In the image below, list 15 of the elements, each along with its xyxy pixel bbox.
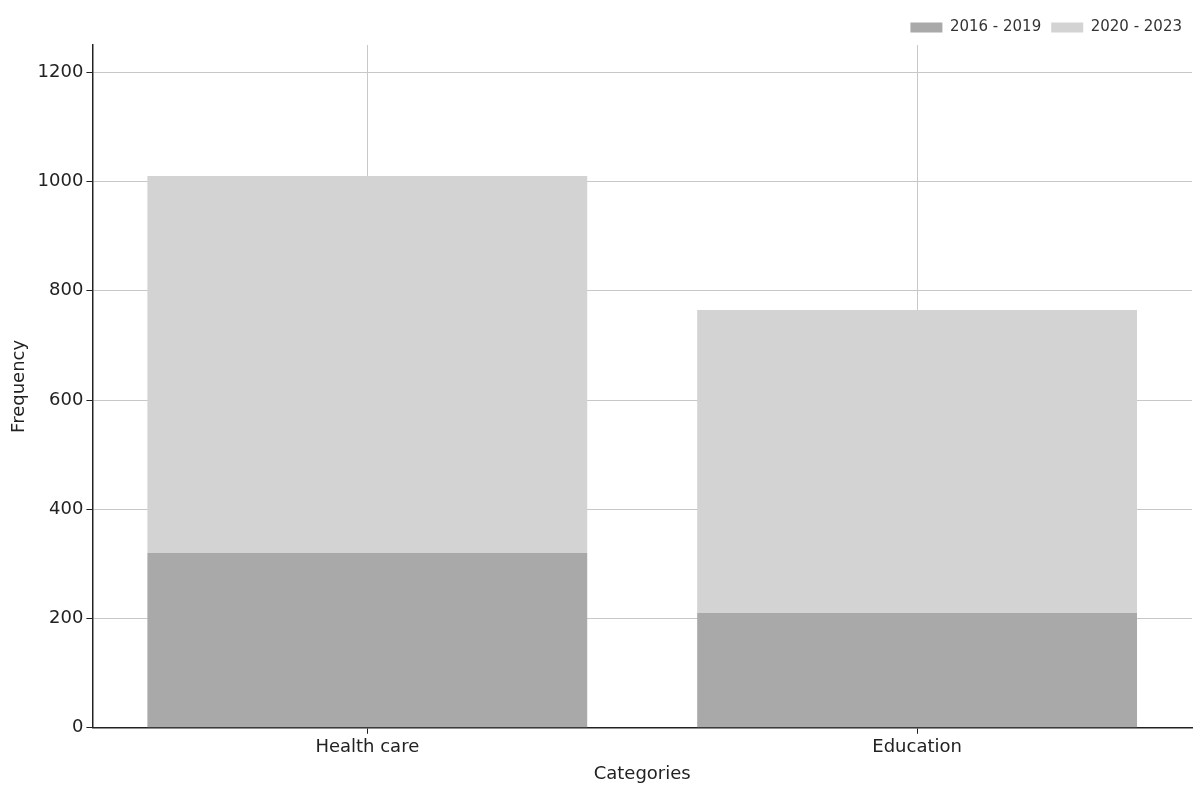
- y-tick-label: 1000: [37, 169, 84, 191]
- legend-label: 2020 - 2023: [1090, 17, 1182, 36]
- x-axis-title: Categories: [593, 761, 691, 783]
- y-tick-label: 1200: [37, 59, 84, 81]
- bar: [147, 553, 588, 728]
- y-tick-label: 0: [71, 715, 84, 737]
- bar: [697, 613, 1138, 728]
- y-tick-label: 400: [49, 496, 84, 518]
- x-tick-label: Health care: [315, 735, 420, 757]
- x-tick-label: Education: [872, 735, 962, 757]
- y-tick-label: 200: [49, 606, 84, 628]
- y-tick-label: 800: [49, 278, 84, 300]
- y-tick-label: 600: [49, 387, 84, 409]
- y-axis-title: Frequency: [7, 339, 29, 433]
- legend-label: 2016 - 2019: [949, 17, 1042, 36]
